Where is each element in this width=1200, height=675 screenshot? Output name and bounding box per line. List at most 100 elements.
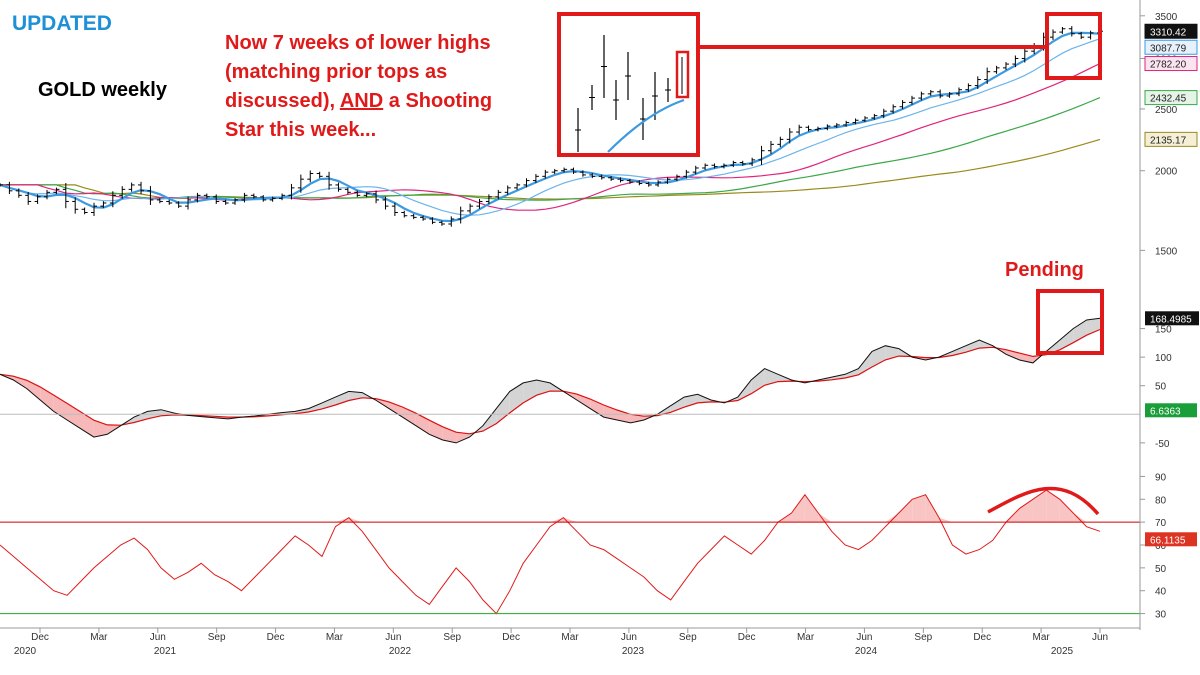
price-bar [833,123,840,128]
price-bar [279,193,286,201]
price-bar [307,170,314,183]
price-bar [0,183,3,187]
price-bar [495,189,502,200]
price-bar [44,189,51,200]
ma-mid-line [0,38,1101,216]
momentum-fill [697,394,711,403]
price-tick-label: 2500 [1155,105,1178,116]
price-bar [1068,26,1075,37]
price-bar [683,169,690,179]
price-bar [438,220,445,226]
comment-line-3a: discussed), [225,90,340,112]
momentum-fill [335,391,349,406]
price-bar [542,169,549,179]
rsi-last-tag-text: 66.1135 [1150,535,1186,546]
price-bar [250,193,257,199]
price-bar [147,186,154,205]
price-bar [467,203,474,214]
price-bar [561,167,568,173]
price-bar [420,215,427,221]
momentum-fill [321,397,336,409]
momentum-fill [93,420,108,438]
price-bar [335,182,342,192]
price-bar [344,187,351,195]
rsi-tick-label: 70 [1155,518,1167,529]
rsi-rounding-top-arc [987,486,1100,516]
price-bar [843,120,850,127]
price-bar [25,192,32,205]
rsi-overbought-fill [818,513,832,523]
price-bar [814,126,821,132]
price-bar [391,202,398,216]
price-bar [796,124,803,135]
price-bar [354,190,361,198]
momentum-tick-label: -50 [1155,439,1170,450]
ma-fast-tag [1144,39,1198,55]
price-bar [730,160,737,168]
momentum-fill [617,410,631,423]
price-bar [739,160,746,166]
price-bar [955,87,962,97]
momentum-signal-line [0,328,1101,435]
price-bar [156,198,163,204]
price-bar [1049,29,1056,40]
price-bar [485,194,492,204]
rsi-overbought-fill [939,517,953,523]
price-bar [316,171,323,179]
price-bar [1002,62,1009,70]
ma-fast-line [0,31,1101,223]
momentum-fill [67,403,81,429]
price-bar [720,163,727,169]
annotation-comment: Now 7 weeks of lower highs (matching pri… [225,29,492,145]
price-panel [0,26,1103,227]
price-bar [974,76,981,89]
price-bar [514,183,521,190]
month-label: Mar [797,632,815,643]
rsi-overbought-fill [791,494,805,523]
price-bar [504,185,511,195]
month-label: Mar [561,632,579,643]
price-bar [326,171,333,190]
price-bar [598,174,605,180]
price-bar [91,202,98,216]
comment-line-1: Now 7 weeks of lower highs [225,32,491,54]
price-bar [34,194,41,204]
year-label: 2022 [389,646,412,657]
price-bar [608,175,615,181]
momentum-fill [965,340,980,353]
price-bar [260,195,267,202]
momentum-fill [1073,320,1087,343]
price-bar [429,217,436,225]
momentum-tick-label: 150 [1155,325,1172,336]
inset-ma-line [607,98,685,153]
signal-last-tag [1145,403,1197,418]
price-bar [166,199,173,205]
rsi-overbought-fill [804,494,819,523]
comment-and: AND [339,90,384,112]
momentum-tick-label: 50 [1155,382,1167,393]
last-close-tag-text: 3310.42 [1150,27,1187,38]
momentum-fill [1006,349,1020,360]
month-label: Jun [385,632,401,643]
month-label: Mar [326,632,344,643]
price-bar [457,206,464,224]
momentum-fill [40,386,54,412]
momentum-fill [630,414,644,423]
price-bar [880,108,887,119]
comment-line-3: discussed), AND a Shooting [225,87,492,116]
rsi-tick-label: 50 [1155,564,1167,575]
price-bar [589,173,596,179]
price-bar [232,198,239,205]
price-bar [109,191,116,208]
ma-green-line [0,97,1101,201]
price-bar [1012,55,1019,68]
price-bar [213,194,220,204]
rsi-overbought-fill [1073,513,1087,523]
price-bar [81,207,88,215]
ma-green-tag-text: 2432.45 [1150,94,1187,105]
price-bar [410,213,417,220]
axes: 150020002500300035003310.423087.792782.2… [0,0,1199,657]
price-tick-label: 1500 [1155,246,1178,257]
price-bar [758,145,765,165]
